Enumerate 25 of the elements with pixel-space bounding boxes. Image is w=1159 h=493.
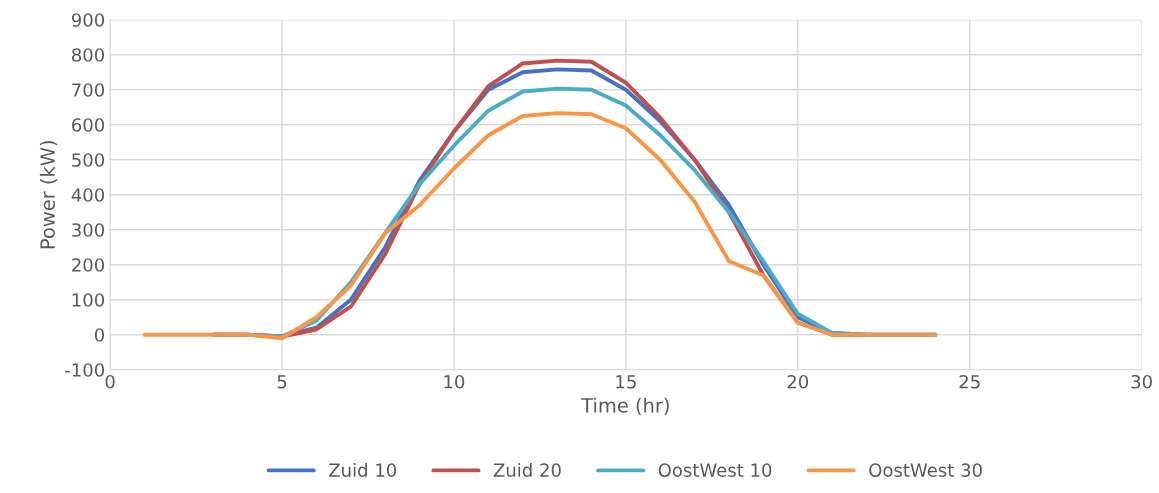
y-tick-label: 100 [72,293,105,307]
x-tick-label: 30 [1131,374,1152,389]
y-tick-label: 800 [72,48,105,62]
y-tick-label: 900 [71,13,105,27]
y-tick-label: 200 [72,258,105,272]
y-tick-label: 500 [72,153,105,167]
y-tick-label: 0 [94,328,105,342]
y-axis-title: Power (kW) [39,141,58,249]
line-series [142,111,938,341]
legend-label: OostWest 10 [658,463,772,477]
y-tick-label: 300 [72,223,105,237]
legend-label: Zuid 20 [493,463,561,477]
y-tick-label: -100 [65,363,105,377]
y-tick-label: 600 [72,118,105,132]
x-tick-label: 0 [105,374,115,389]
x-axis-title: Time (hr) [581,397,669,415]
x-tick-label: 10 [444,374,465,389]
x-tick-label: 5 [277,375,287,389]
legend-label: Zuid 10 [329,463,397,477]
x-tick-label: 15 [616,375,636,389]
y-tick-label: 700 [72,83,105,97]
x-tick-label: 25 [959,374,980,389]
legend-label: OostWest 30 [869,463,982,477]
x-tick-label: 20 [787,374,809,389]
y-tick-label: 400 [71,188,105,202]
